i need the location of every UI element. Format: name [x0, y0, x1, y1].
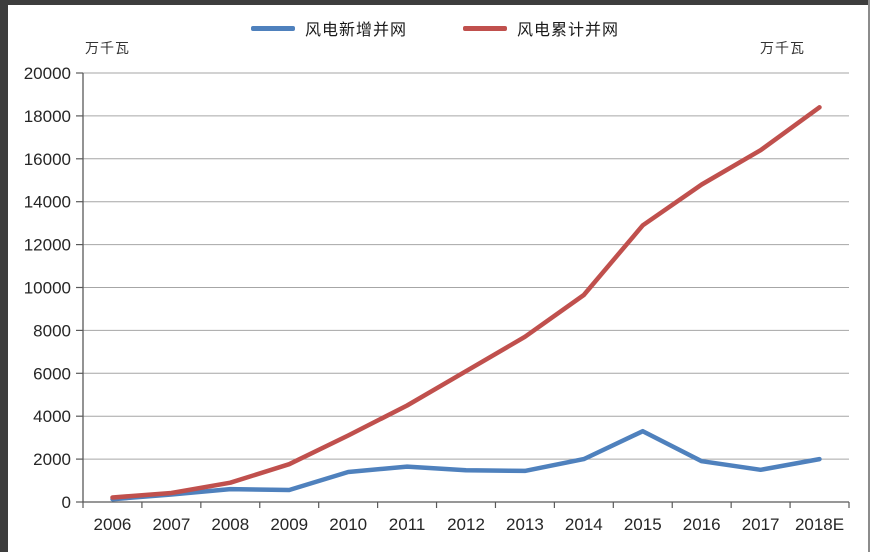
image-border-left	[0, 0, 8, 552]
y-axis-tick-label: 20000	[24, 64, 71, 83]
x-axis-tick-label: 2007	[152, 515, 190, 534]
x-axis-tick-label: 2006	[94, 515, 132, 534]
y-axis-tick-label: 2000	[33, 450, 71, 469]
x-axis-tick-label: 2011	[389, 515, 426, 534]
x-axis-tick-label: 2016	[683, 515, 721, 534]
legend-swatch-cumulative	[463, 25, 507, 31]
image-border-top	[0, 0, 870, 5]
legend-label-cumulative: 风电累计并网	[517, 22, 620, 39]
y-axis-tick-label: 0	[62, 493, 71, 512]
x-axis-tick-label: 2014	[565, 515, 603, 534]
y-axis-tick-label: 14000	[24, 193, 71, 212]
y-axis-tick-label: 6000	[33, 364, 71, 383]
x-axis-tick-label: 2009	[270, 515, 308, 534]
new-capacity-line	[110, 428, 822, 502]
y-axis-tick-label: 18000	[24, 107, 71, 126]
x-axis-tick-label: 2015	[624, 515, 662, 534]
legend-item-cumulative: 风电累计并网	[463, 16, 619, 40]
image-border-right	[868, 0, 870, 552]
x-axis-tick-label: 2008	[211, 515, 249, 534]
y-axis-tick-label: 12000	[24, 236, 71, 255]
y-axis-unit-right: 万千瓦	[760, 40, 805, 56]
y-axis-tick-label: 16000	[24, 150, 71, 169]
x-axis-tick-label: 2017	[742, 515, 780, 534]
cumulative-capacity-line	[110, 105, 822, 500]
legend-label-new: 风电新增并网	[304, 22, 407, 39]
x-axis-tick-label: 2012	[447, 515, 485, 534]
y-axis-unit-left: 万千瓦	[85, 40, 130, 56]
legend-item-new: 风电新增并网	[250, 16, 407, 40]
y-axis-tick-label: 8000	[33, 321, 71, 340]
x-axis-tick-label: 2018E	[795, 515, 844, 534]
legend: 风电新增并网 风电累计并网	[0, 16, 870, 40]
x-axis-tick-label: 2010	[329, 515, 367, 534]
x-axis-tick-label: 2013	[506, 515, 544, 534]
y-axis-tick-label: 4000	[33, 407, 71, 426]
legend-swatch-new	[250, 25, 295, 31]
y-axis-tick-label: 10000	[24, 279, 71, 298]
